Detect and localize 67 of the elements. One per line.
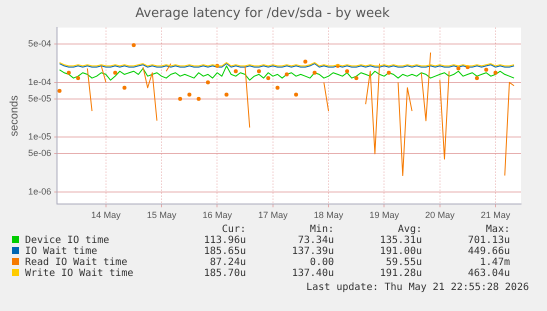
point	[178, 96, 182, 101]
text: Avg:	[396, 224, 422, 235]
point	[132, 43, 136, 48]
point	[66, 70, 71, 75]
y-tick-label: 1e-05	[28, 132, 52, 142]
text: 59.55u	[384, 257, 422, 268]
point	[234, 69, 238, 74]
text: Last update: Thu May 21 22:55:28 2026	[306, 282, 529, 293]
point	[303, 60, 308, 64]
legend-label: Read IO Wait time	[24, 257, 128, 268]
point	[266, 76, 270, 80]
point	[284, 72, 289, 76]
text: 137.39u	[290, 246, 334, 257]
y-tick-label: 5e-05	[28, 93, 52, 104]
point	[484, 68, 488, 72]
point	[354, 76, 358, 80]
y-axis-title: seconds	[8, 94, 21, 136]
text: 113.96u	[202, 235, 246, 246]
point	[276, 86, 280, 90]
legend-label: IO Wait time	[24, 246, 98, 257]
point	[474, 76, 479, 80]
point	[224, 92, 228, 97]
point	[122, 86, 126, 90]
point	[493, 70, 498, 75]
point	[196, 96, 201, 101]
y-tick-label: 1e-06	[28, 186, 52, 197]
point	[187, 92, 192, 97]
text: 73.34u	[296, 235, 334, 246]
x-tick-label: 17 May	[258, 210, 288, 220]
x-tick-label: 18 May	[314, 210, 344, 220]
text: 87.24u	[208, 257, 246, 268]
text: 137.40u	[290, 268, 334, 279]
y-tick-label: 5e-06	[28, 148, 52, 158]
x-tick-label: 14 May	[91, 210, 122, 220]
text: 449.66u	[466, 246, 510, 257]
text: 463.04u	[466, 268, 510, 279]
point	[294, 92, 298, 97]
y-tick-label: 5e-04	[28, 38, 52, 49]
x-tick-label: 20 May	[425, 210, 456, 220]
text: Cur:	[220, 224, 246, 235]
text: Min:	[308, 224, 334, 235]
point	[58, 88, 62, 93]
text: 185.70u	[202, 268, 246, 279]
point	[386, 70, 391, 75]
point	[256, 69, 261, 74]
y-tick-label: 1e-04	[28, 76, 52, 87]
point	[206, 80, 210, 84]
text: 185.65u	[202, 246, 246, 257]
x-tick-label: 19 May	[369, 210, 400, 220]
text: 0.00	[308, 257, 334, 268]
text: 1.47m	[478, 257, 510, 268]
text: 701.13u	[466, 235, 510, 246]
text: 191.28u	[378, 268, 422, 279]
text: 135.31u	[378, 235, 422, 246]
text: 191.00u	[378, 246, 422, 257]
legend-label: Write IO Wait time	[24, 268, 134, 279]
chart-title: Average latency for /dev/sda - by week	[135, 6, 390, 22]
legend-label: Device IO time	[24, 235, 110, 246]
x-tick-label: 16 May	[202, 210, 232, 220]
point	[76, 76, 80, 80]
point	[113, 70, 118, 75]
x-tick-label: 15 May	[146, 210, 177, 220]
x-tick-label: 21 May	[480, 210, 511, 220]
point	[312, 70, 317, 75]
point	[456, 66, 460, 70]
text: Max:	[484, 224, 510, 235]
point	[345, 69, 350, 74]
